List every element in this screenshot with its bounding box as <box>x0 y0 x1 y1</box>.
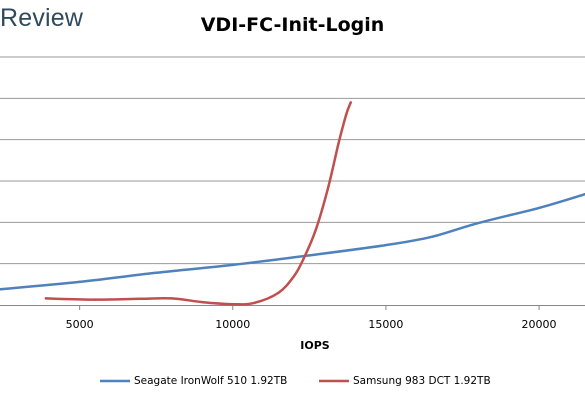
x-tick-label-0: 5000 <box>66 318 94 331</box>
data-point-1-9 <box>302 258 305 261</box>
data-point-1-13 <box>344 113 348 117</box>
series-line-0 <box>0 192 585 291</box>
data-point-1-14 <box>349 101 352 104</box>
x-tick-labels: 5000 10000 15000 20000 <box>66 318 557 331</box>
data-point-0-6 <box>430 235 434 238</box>
data-point-1-5 <box>231 302 234 306</box>
data-point-0-0 <box>0 288 2 291</box>
x-axis-label: IOPS <box>300 339 330 352</box>
site-logo: Review <box>0 4 84 32</box>
data-point-1-4 <box>200 300 204 304</box>
series-line-1 <box>44 101 352 306</box>
data-point-1-3 <box>170 297 173 300</box>
data-point-1-12 <box>337 142 340 145</box>
data-point-0-3 <box>231 263 234 267</box>
data-point-1-10 <box>314 229 317 232</box>
data-point-1-1 <box>93 298 97 301</box>
gridlines <box>0 56 585 265</box>
data-point-1-0 <box>44 297 48 300</box>
data-point-0-8 <box>537 206 541 210</box>
axes <box>0 305 585 310</box>
x-tick-label-2: 15000 <box>368 318 403 331</box>
data-point-0-4 <box>308 254 311 257</box>
data-point-1-7 <box>277 291 280 294</box>
data-point-1-11 <box>326 188 329 191</box>
data-point-0-7 <box>476 221 480 225</box>
legend: Seagate IronWolf 510 1.92TB Samsung 983 D… <box>100 375 491 387</box>
data-point-1-2 <box>139 297 143 300</box>
x-tick-label-3: 20000 <box>522 318 557 331</box>
data-point-1-8 <box>292 274 296 278</box>
legend-label-0: Seagate IronWolf 510 1.92TB <box>134 375 287 387</box>
data-point-0-5 <box>384 243 388 247</box>
x-tick-label-1: 10000 <box>215 318 250 331</box>
chart-title: VDI-FC-Init-Login <box>200 14 385 36</box>
series-lines <box>0 101 585 306</box>
data-point-0-2 <box>155 271 158 274</box>
data-point-0-1 <box>78 280 81 284</box>
data-point-1-6 <box>253 301 256 305</box>
legend-label-1: Samsung 983 DCT 1.92TB <box>353 375 491 387</box>
